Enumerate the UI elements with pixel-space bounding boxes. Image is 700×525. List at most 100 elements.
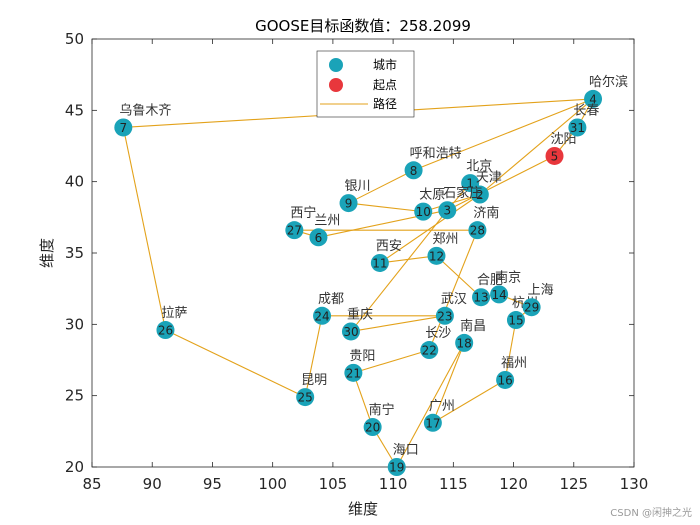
- city-index-label: 31: [570, 121, 585, 135]
- city-index-label: 5: [551, 149, 559, 163]
- city-index-label: 22: [422, 344, 437, 358]
- x-tick-label: 95: [203, 475, 222, 493]
- city-name-label: 兰州: [314, 213, 340, 228]
- x-tick-label: 115: [439, 475, 468, 493]
- city-name-label: 昆明: [301, 373, 327, 388]
- city-name-label: 合肥: [477, 273, 503, 288]
- city-index-label: 2: [476, 188, 484, 202]
- route-segment: [479, 98, 594, 195]
- city-marker: [313, 306, 332, 325]
- city-marker: [490, 285, 509, 304]
- city-marker: [387, 458, 406, 476]
- city-index-label: 18: [457, 336, 472, 350]
- route-segment: [379, 255, 437, 264]
- x-tick-label: 110: [379, 475, 408, 493]
- route-segment: [413, 98, 594, 171]
- city-name-label: 广州: [429, 399, 455, 414]
- city-marker: [309, 228, 328, 247]
- city-index-label: 13: [473, 291, 488, 305]
- city-index-label: 23: [437, 309, 452, 323]
- city-marker: [568, 118, 587, 137]
- x-tick-label: 130: [620, 475, 649, 493]
- y-tick-label: 25: [65, 387, 84, 405]
- city-index-label: 12: [429, 249, 444, 263]
- x-tick-label: 100: [258, 475, 287, 493]
- x-tick-label: 85: [82, 475, 101, 493]
- city-marker: [427, 246, 446, 265]
- start-city-marker: [545, 146, 564, 165]
- city-name-label: 成都: [318, 292, 344, 307]
- city-marker: [423, 413, 442, 432]
- city-index-label: 10: [416, 205, 431, 219]
- route-segment: [504, 319, 517, 381]
- city-name-label: 西安: [376, 239, 402, 254]
- city-marker: [472, 288, 491, 307]
- city-index-label: 6: [315, 231, 323, 245]
- city-index-label: 3: [443, 204, 451, 218]
- city-index-label: 27: [287, 224, 302, 238]
- y-tick-label: 30: [65, 315, 84, 333]
- route-segment: [352, 372, 374, 428]
- x-tick-label: 105: [319, 475, 348, 493]
- city-name-label: 呼和浩特: [410, 146, 462, 161]
- legend-start-label: 起点: [373, 78, 397, 92]
- city-name-label: 西宁: [290, 205, 316, 221]
- city-index-label: 1: [466, 177, 474, 191]
- city-name-label: 石家庄: [443, 185, 482, 201]
- route-segment: [447, 155, 555, 211]
- city-index-label: 29: [524, 301, 539, 315]
- city-index-label: 24: [314, 309, 329, 323]
- city-index-label: 15: [508, 314, 523, 328]
- city-marker: [341, 322, 360, 341]
- route-segment: [432, 342, 465, 423]
- city-name-label: 郑州: [432, 232, 458, 247]
- y-tick-label: 35: [65, 244, 84, 262]
- legend-city-label: 城市: [373, 57, 397, 72]
- city-marker: [470, 185, 489, 204]
- city-name-label: 银川: [345, 179, 371, 194]
- city-marker: [584, 89, 603, 108]
- x-axis-label: 维度: [348, 500, 378, 518]
- city-index-label: 20: [365, 421, 380, 435]
- city-marker: [114, 118, 133, 137]
- city-marker: [435, 306, 454, 325]
- city-name-label: 天津: [476, 171, 502, 186]
- city-name-label: 沈阳: [551, 132, 577, 147]
- city-index-label: 26: [158, 324, 173, 338]
- city-name-label: 长春: [573, 103, 599, 118]
- city-marker: [438, 201, 457, 220]
- city-name-label: 北京: [466, 159, 492, 174]
- city-index-label: 19: [389, 461, 404, 475]
- city-name-label: 济南: [473, 205, 499, 221]
- y-tick-label: 20: [65, 458, 84, 476]
- city-name-label: 拉萨: [161, 306, 187, 321]
- route-segment: [122, 127, 167, 331]
- city-index-label: 14: [491, 288, 506, 302]
- city-index-label: 11: [372, 256, 387, 270]
- city-name-label: 海口: [393, 443, 419, 458]
- city-index-label: 25: [298, 391, 313, 405]
- legend: 城市 起点 路径: [316, 50, 415, 118]
- chart-title: GOOSE目标函数值：258.2099: [255, 17, 471, 35]
- city-index-label: 16: [497, 373, 512, 387]
- city-marker: [506, 311, 525, 330]
- y-axis-label: 维度: [38, 238, 56, 268]
- legend-city-marker: [329, 58, 343, 72]
- city-index-label: 8: [410, 164, 418, 178]
- city-index-label: 17: [425, 416, 440, 430]
- city-marker: [522, 298, 541, 317]
- city-name-label: 贵阳: [349, 349, 375, 364]
- y-tick-label: 40: [65, 173, 84, 191]
- city-name-label: 武汉: [441, 292, 467, 307]
- x-tick-label: 125: [559, 475, 588, 493]
- city-marker: [344, 363, 363, 382]
- city-index-label: 9: [345, 197, 353, 211]
- y-tick-label: 50: [65, 30, 84, 48]
- city-name-label: 乌鲁木齐: [119, 102, 171, 118]
- city-index-label: 21: [346, 366, 361, 380]
- legend-start-marker: [329, 78, 343, 92]
- city-name-label: 太原: [419, 188, 445, 203]
- route-segment: [353, 349, 430, 374]
- city-marker: [404, 161, 423, 180]
